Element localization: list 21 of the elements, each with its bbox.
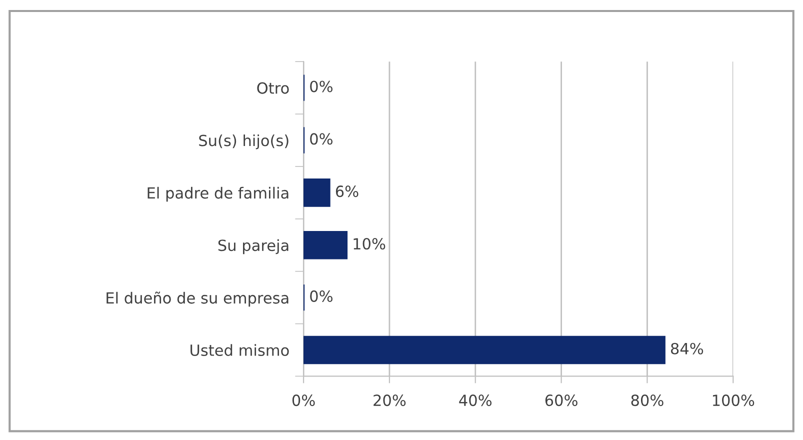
x-tick-label: 0% — [292, 394, 315, 406]
y-tick-label: Su pareja — [218, 239, 288, 254]
data-label: 0% — [310, 290, 332, 302]
x-tick-label: 60% — [545, 394, 578, 406]
x-tick-label: 100% — [712, 394, 754, 406]
bar — [304, 230, 348, 260]
data-label: 0% — [310, 133, 332, 145]
y-tick-label: Otro — [257, 82, 289, 94]
data-label: 0% — [310, 80, 332, 92]
data-label: 10% — [354, 238, 386, 250]
data-label: 84% — [670, 342, 704, 354]
x-tick-label: 40% — [459, 394, 492, 406]
y-tick-label: El padre de familia — [148, 186, 288, 202]
x-tick-label: 80% — [631, 394, 664, 406]
y-tick-label: Usted mismo — [190, 344, 289, 356]
y-tick-label: El dueño de su empresa — [106, 292, 288, 307]
bar — [304, 336, 666, 364]
data-label: 6% — [336, 186, 358, 198]
x-tick-label: 20% — [374, 394, 406, 406]
y-tick-label: Su(s) hijo(s) — [199, 134, 288, 150]
bar — [304, 178, 330, 207]
